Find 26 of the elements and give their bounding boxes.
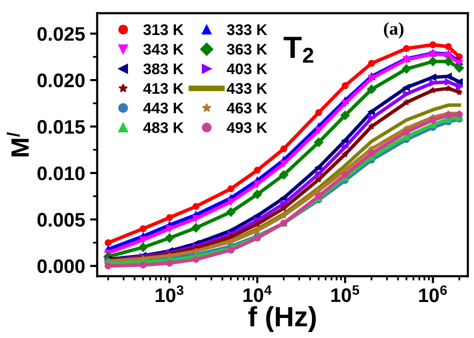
y-tick-label: 0.005 — [37, 212, 85, 227]
legend-label: 403 K — [226, 63, 268, 74]
legend-label: 443 K — [143, 102, 184, 114]
y-tick-label: 0.015 — [37, 120, 85, 134]
legend-label: 433 K — [226, 83, 268, 94]
legend-label: 463 K — [226, 102, 268, 114]
x-tick-label: 10$^{4}$ — [244, 285, 272, 302]
legend-label: 493 K — [226, 122, 268, 134]
legend-label: 383 K — [143, 63, 184, 74]
x-tick-label: 10$^{5}$ — [331, 285, 360, 302]
annotation: (a) — [384, 22, 404, 38]
legend-label: 483 K — [143, 122, 184, 134]
annotation: T$_{2}$ — [284, 36, 314, 63]
legend-label: 343 K — [143, 44, 184, 55]
y-axis-title: M$^{/}$ — [6, 132, 29, 156]
y-tick-label: 0.010 — [37, 166, 85, 180]
legend-label: 363 K — [226, 44, 268, 55]
y-tick-label: 0.025 — [37, 27, 85, 41]
legend-label: 333 K — [226, 24, 268, 36]
legend-label: 313 K — [143, 24, 184, 36]
y-tick-label: 0.000 — [37, 259, 85, 274]
x-tick-label: 10$^{6}$ — [419, 285, 447, 302]
x-axis-title: f (Hz) — [248, 306, 316, 332]
legend-label: 413 K — [143, 83, 184, 94]
x-tick-label: 10$^{3}$ — [156, 285, 184, 302]
y-tick-label: 0.020 — [37, 74, 85, 88]
